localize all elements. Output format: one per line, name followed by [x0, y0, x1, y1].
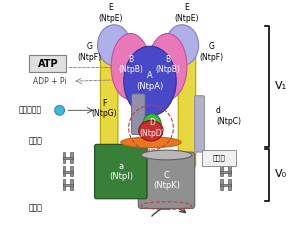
- Ellipse shape: [98, 25, 130, 66]
- Bar: [220, 152, 223, 163]
- FancyBboxPatch shape: [29, 55, 66, 72]
- Ellipse shape: [143, 114, 161, 136]
- Bar: [228, 166, 231, 176]
- FancyBboxPatch shape: [178, 48, 196, 167]
- Circle shape: [55, 106, 64, 115]
- Text: G
(NtpF): G (NtpF): [199, 42, 223, 62]
- Text: 細胞外: 細胞外: [28, 203, 42, 212]
- Ellipse shape: [139, 121, 163, 141]
- Text: G
(NtpF): G (NtpF): [78, 42, 102, 62]
- Bar: [62, 157, 73, 159]
- FancyBboxPatch shape: [202, 150, 236, 166]
- Bar: [70, 166, 73, 176]
- Bar: [228, 179, 231, 190]
- Ellipse shape: [141, 150, 192, 160]
- FancyBboxPatch shape: [94, 144, 147, 199]
- Ellipse shape: [148, 34, 187, 100]
- Text: E
(NtpE): E (NtpE): [99, 3, 123, 23]
- Ellipse shape: [124, 46, 176, 116]
- FancyBboxPatch shape: [138, 152, 195, 209]
- FancyBboxPatch shape: [100, 48, 118, 167]
- Bar: [220, 179, 223, 190]
- Text: 細胞内: 細胞内: [28, 136, 42, 145]
- Bar: [220, 171, 231, 173]
- Text: D
(NtpD): D (NtpD): [139, 118, 165, 137]
- Bar: [220, 184, 231, 186]
- Text: B
(NtpB): B (NtpB): [155, 55, 180, 74]
- Text: F
(NtpG): F (NtpG): [92, 99, 117, 118]
- Text: a
(NtpI): a (NtpI): [109, 162, 133, 181]
- Text: 水素イオン: 水素イオン: [19, 106, 42, 115]
- Text: C
(NtpK): C (NtpK): [153, 171, 180, 190]
- Text: ATP: ATP: [38, 59, 58, 69]
- Bar: [220, 157, 231, 159]
- Text: 細胞膜: 細胞膜: [213, 155, 225, 161]
- Ellipse shape: [166, 25, 199, 66]
- Text: V₁: V₁: [274, 81, 286, 91]
- FancyBboxPatch shape: [195, 96, 204, 152]
- Text: V₀: V₀: [274, 169, 286, 180]
- Bar: [228, 152, 231, 163]
- Text: A
(NtpA): A (NtpA): [136, 72, 164, 91]
- Ellipse shape: [111, 34, 150, 100]
- Ellipse shape: [121, 137, 181, 148]
- Bar: [62, 184, 73, 186]
- Bar: [70, 152, 73, 163]
- Bar: [62, 179, 65, 190]
- Bar: [62, 171, 73, 173]
- Bar: [62, 152, 65, 163]
- FancyBboxPatch shape: [131, 94, 145, 135]
- Text: d
(NtpC): d (NtpC): [216, 106, 241, 126]
- Bar: [70, 179, 73, 190]
- Bar: [220, 166, 223, 176]
- Text: E
(NtpE): E (NtpE): [175, 3, 199, 23]
- Bar: [62, 166, 65, 176]
- Text: B
(NtpB): B (NtpB): [118, 55, 143, 74]
- Text: ADP + Pi: ADP + Pi: [33, 77, 67, 86]
